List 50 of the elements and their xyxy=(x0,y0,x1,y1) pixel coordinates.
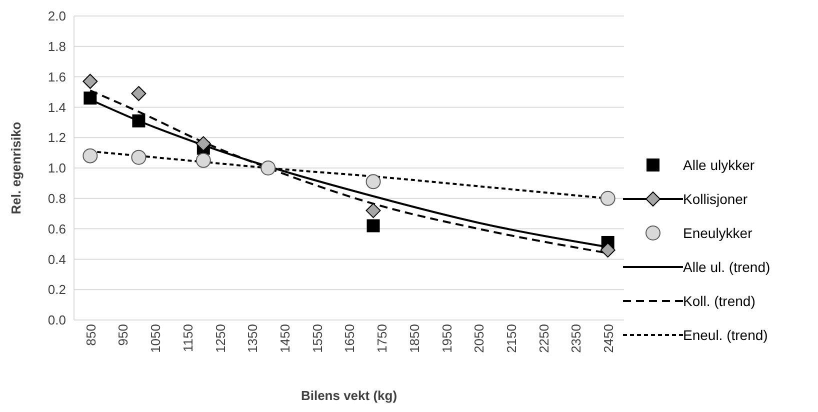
x-tick-label: 2150 xyxy=(504,324,519,353)
y-tick-label: 1.2 xyxy=(48,130,66,146)
y-tick-label: 1.8 xyxy=(48,39,66,54)
point xyxy=(131,150,146,165)
x-axis-title: Bilens vekt (kg) xyxy=(300,388,398,403)
legend-label: Alle ulykker xyxy=(683,157,755,173)
y-tick-label: 1.6 xyxy=(48,69,66,84)
legend-label: Alle ul. (trend) xyxy=(683,259,770,275)
legend-label: Koll. (trend) xyxy=(683,293,756,309)
x-tick-label: 850 xyxy=(83,324,98,346)
x-tick-label: 2050 xyxy=(472,324,487,353)
x-tick-label: 1650 xyxy=(342,324,358,353)
x-tick-label: 1550 xyxy=(310,324,325,353)
point xyxy=(260,160,276,176)
x-tick-label: 1950 xyxy=(439,324,454,353)
y-tick-label: 0.4 xyxy=(48,252,66,267)
x-tick-label: 1350 xyxy=(245,324,260,353)
point xyxy=(196,136,211,152)
y-tick-label: 0.0 xyxy=(48,312,66,328)
x-tick-label: 1750 xyxy=(374,324,390,353)
x-tick-label: 1050 xyxy=(148,324,164,353)
x-tick-label: 2250 xyxy=(536,324,552,353)
y-tick-label: 0.2 xyxy=(48,282,66,298)
point xyxy=(366,203,381,218)
x-tick-label: 1450 xyxy=(278,324,293,353)
point xyxy=(600,242,616,258)
point xyxy=(131,86,146,102)
x-tick-label: 1850 xyxy=(406,324,422,353)
point xyxy=(196,152,211,168)
legend-label: Eneulykker xyxy=(683,225,752,241)
y-tick-label: 1.0 xyxy=(48,160,66,176)
y-tick-label: 0.8 xyxy=(48,191,66,206)
point xyxy=(82,148,98,164)
point xyxy=(84,92,97,105)
legend-label: Eneul. (trend) xyxy=(683,327,768,343)
point xyxy=(600,190,616,206)
point xyxy=(82,74,98,89)
legend-label: Kollisjoner xyxy=(683,191,748,207)
y-tick-label: 1.4 xyxy=(48,100,66,115)
y-axis-title: Rel. egenrisiko xyxy=(8,122,24,214)
point xyxy=(366,174,381,190)
point xyxy=(132,114,146,128)
point xyxy=(366,219,380,232)
x-tick-label: 1250 xyxy=(212,324,228,353)
y-tick-label: 2.0 xyxy=(48,8,66,24)
x-tick-label: 2450 xyxy=(601,324,616,353)
x-tick-label: 1150 xyxy=(180,324,196,352)
x-tick-label: 950 xyxy=(116,324,131,346)
y-tick-label: 0.6 xyxy=(48,221,66,236)
x-tick-label: 2350 xyxy=(568,324,584,353)
